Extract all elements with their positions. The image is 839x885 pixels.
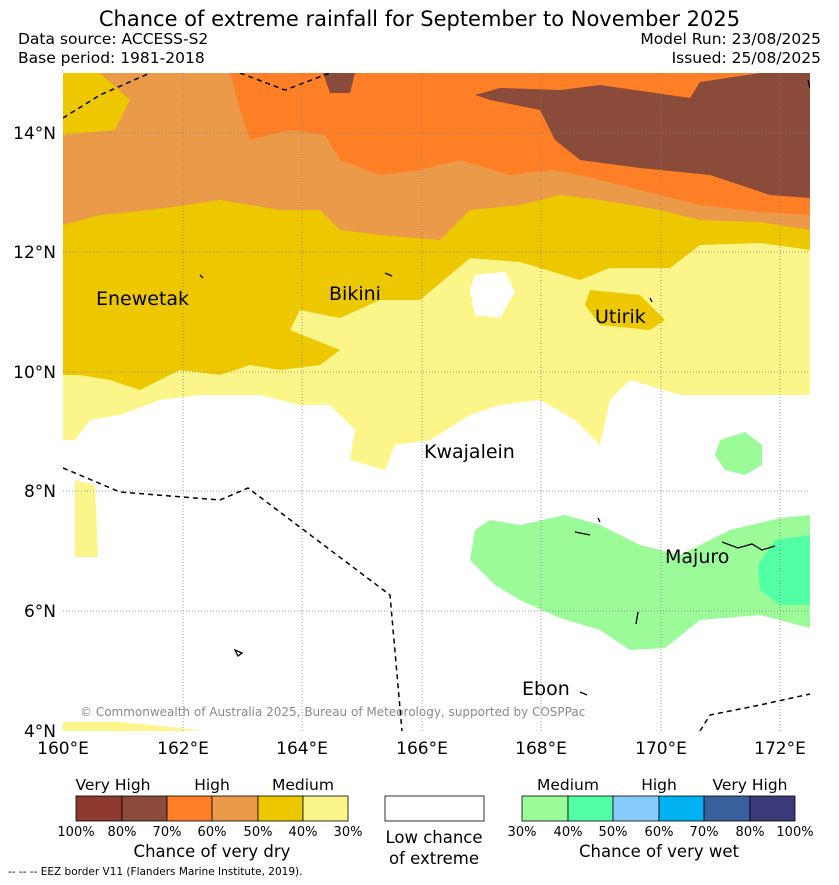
chart-title: Chance of extreme rainfall for September… — [98, 7, 741, 31]
lon-label: 170°E — [635, 739, 687, 759]
place-utirik: Utirik — [595, 306, 646, 328]
data-source: Data source: ACCESS-S2 — [18, 30, 209, 48]
dry-30-40-strip — [75, 480, 98, 557]
legend-tick: 40% — [554, 825, 583, 840]
eez-border — [63, 73, 810, 731]
lat-label: 6°N — [24, 602, 56, 622]
copyright-notice: © Commonwealth of Australia 2025, Bureau… — [80, 705, 586, 719]
base-period: Base period: 1981-2018 — [18, 49, 205, 67]
legend-tick: 30% — [508, 825, 537, 840]
legend-wet-level: Medium — [537, 776, 599, 794]
legend-tick: 80% — [736, 825, 765, 840]
legend-dry-level: High — [194, 776, 230, 794]
lat-label: 4°N — [24, 722, 56, 742]
eez-footnote: -- -- -- EEZ border V11 (Flanders Marine… — [8, 866, 303, 878]
legend-swatch — [166, 795, 213, 822]
low-chance-hole — [470, 272, 515, 318]
place-enewetak: Enewetak — [96, 288, 189, 310]
place-bikini: Bikini — [329, 283, 381, 305]
legend-neutral-line1: Low chance — [385, 828, 482, 847]
legend-tick: 70% — [690, 825, 719, 840]
lon-label: 168°E — [515, 739, 567, 759]
legend-swatch — [75, 795, 123, 822]
legend-swatch — [121, 795, 168, 822]
legend-dry-level: Very High — [75, 776, 150, 794]
legend-swatch — [658, 795, 705, 822]
wet-30-40-majuro — [470, 515, 810, 650]
legend-wet: Medium High Very High 30% 40% 50% 60% 70… — [508, 776, 814, 861]
legend-swatch — [749, 795, 796, 822]
lon-label: 160°E — [37, 739, 89, 759]
legend-tick: 60% — [645, 825, 674, 840]
wet-30-40-north — [715, 432, 762, 475]
lat-label: 8°N — [24, 482, 56, 502]
map-fields — [63, 73, 810, 731]
legend-tick: 60% — [198, 825, 227, 840]
coastlines — [199, 79, 810, 696]
legend-tick: 100% — [776, 825, 813, 840]
meta-right: Model Run: 23/08/2025 Issued: 25/08/2025 — [640, 30, 821, 68]
place-kwajalein: Kwajalein — [424, 441, 515, 463]
legend-swatch — [211, 795, 259, 822]
legend-tick: 100% — [57, 825, 94, 840]
dry-80-70-top — [323, 73, 355, 93]
legend-neutral: Low chance of extreme — [384, 795, 485, 868]
lon-label: 166°E — [396, 739, 448, 759]
legend-dry-level: Medium — [272, 776, 334, 794]
place-majuro: Majuro — [665, 546, 729, 568]
lat-label: 12°N — [13, 243, 56, 263]
legend-tick: 70% — [153, 825, 182, 840]
lon-label: 164°E — [276, 739, 328, 759]
legend-wet-level: Very High — [712, 776, 787, 794]
legend-wet-level: High — [641, 776, 677, 794]
lon-label: 172°E — [754, 739, 806, 759]
latitude-labels: 14°N 12°N 10°N 8°N 6°N 4°N — [13, 124, 56, 742]
legend-swatch — [257, 795, 304, 822]
legend-dry: Very High High Medium 100% 80% 70% 60% 5… — [57, 776, 362, 861]
legend-tick: 50% — [244, 825, 273, 840]
legend-tick: 30% — [334, 825, 363, 840]
dry-80-70-region — [475, 73, 810, 198]
place-labels: Enewetak Bikini Utirik Kwajalein Majuro … — [96, 283, 729, 700]
legend-swatch — [302, 795, 349, 822]
lon-label: 162°E — [157, 739, 209, 759]
lat-label: 10°N — [13, 363, 56, 383]
legend-wet-caption: Chance of very wet — [579, 842, 740, 861]
legend-tick: 80% — [108, 825, 137, 840]
meta-left: Data source: ACCESS-S2 Base period: 1981… — [18, 30, 208, 68]
dry-30-40-south — [63, 722, 200, 731]
issued-date: Issued: 25/08/2025 — [671, 49, 821, 67]
longitude-labels: 160°E 162°E 164°E 166°E 168°E 170°E 172°… — [37, 739, 806, 759]
legend-swatch — [703, 795, 751, 822]
wet-40-50-majuro — [758, 535, 810, 605]
dry-40-50-utirik — [585, 290, 665, 330]
legend-neutral-line2: of extreme — [389, 849, 479, 868]
legend-swatch — [521, 795, 569, 822]
place-ebon: Ebon — [522, 678, 570, 700]
legend-swatch — [384, 795, 485, 822]
legend-tick: 40% — [289, 825, 318, 840]
legend-swatch — [612, 795, 660, 822]
legend-tick: 50% — [599, 825, 628, 840]
model-run: Model Run: 23/08/2025 — [640, 30, 821, 48]
legend-swatch — [567, 795, 614, 822]
legend-dry-caption: Chance of very dry — [134, 842, 291, 861]
lat-label: 14°N — [13, 124, 56, 144]
